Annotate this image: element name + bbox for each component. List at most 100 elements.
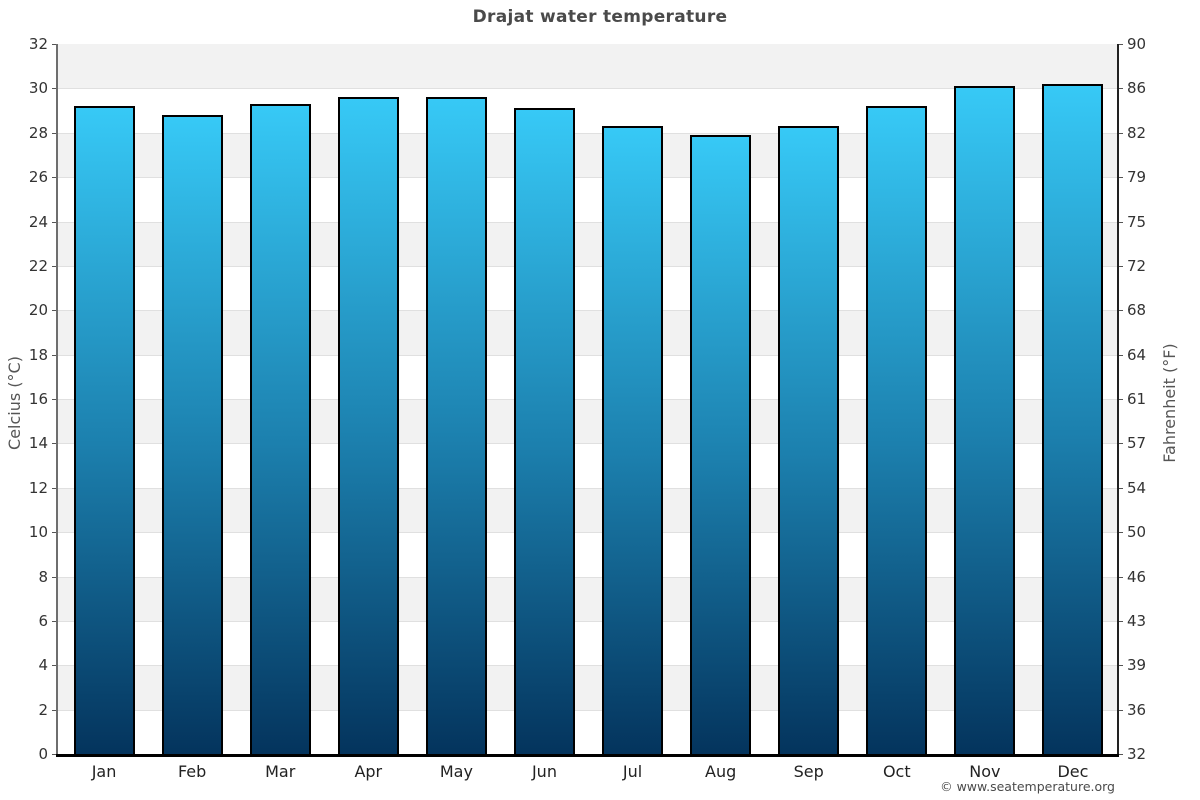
fahrenheit-tick-label: 61 [1127, 390, 1147, 408]
fahrenheit-tick-label: 79 [1127, 168, 1147, 187]
fahrenheit-tick-mark [1119, 620, 1123, 622]
plot-band [58, 443, 1117, 488]
fahrenheit-tick-mark [1119, 665, 1123, 667]
plot-band [58, 177, 1117, 222]
bar [513, 108, 575, 754]
plot-band [58, 221, 1117, 266]
plot-band [58, 88, 1117, 133]
celsius-tick-label: 28 [28, 123, 48, 142]
celsius-tick-label: 6 [38, 611, 48, 630]
celsius-tick-label: 26 [28, 168, 48, 187]
fahrenheit-tick-mark [1119, 754, 1123, 755]
x-tick-label-nov: Nov [969, 762, 1001, 781]
x-tick-label-mar: Mar [265, 762, 296, 781]
celsius-tick-label: 14 [28, 434, 48, 453]
plot-band [58, 620, 1117, 666]
plot-band [58, 354, 1117, 399]
plot-band [58, 399, 1117, 444]
celsius-tick-label: 24 [28, 212, 48, 231]
gridline [58, 265, 1117, 267]
celsius-tick-label: 4 [38, 656, 48, 675]
fahrenheit-tick-mark [1119, 44, 1123, 45]
gridline [58, 532, 1117, 534]
x-tick-label-dec: Dec [1057, 762, 1089, 781]
gridline [58, 620, 1117, 622]
celsius-tick-label: 18 [28, 345, 48, 364]
x-tick-label-feb: Feb [177, 762, 207, 781]
fahrenheit-tick-label: 90 [1127, 35, 1147, 53]
bar [337, 97, 399, 754]
x-axis-line [56, 754, 1119, 757]
celsius-tick-mark [52, 88, 56, 90]
celsius-tick-mark [52, 265, 56, 267]
plot-band [58, 487, 1117, 533]
fahrenheit-tick-mark [1119, 399, 1123, 400]
celsius-tick-label: 0 [38, 745, 48, 763]
fahrenheit-tick-mark [1119, 88, 1123, 90]
bar [866, 106, 928, 754]
x-tick-label-apr: Apr [354, 762, 383, 781]
gridline [58, 576, 1117, 578]
x-tick-label-oct: Oct [882, 762, 911, 781]
celsius-tick-label: 2 [38, 700, 48, 719]
celsius-tick-mark [52, 354, 56, 356]
fahrenheit-tick-label: 43 [1127, 611, 1147, 630]
bar [249, 103, 311, 754]
bar [161, 115, 223, 754]
gridline [58, 132, 1117, 134]
gridline [58, 443, 1117, 445]
plot-band [58, 132, 1117, 178]
celsius-tick-label: 16 [28, 390, 48, 408]
fahrenheit-tick-mark [1119, 532, 1123, 534]
fahrenheit-tick-mark [1119, 310, 1123, 312]
celsius-tick-label: 20 [28, 301, 48, 320]
fahrenheit-tick-label: 64 [1127, 345, 1147, 364]
celsius-tick-mark [52, 532, 56, 534]
celsius-tick-mark [52, 620, 56, 622]
gridline [58, 354, 1117, 356]
x-tick-label-jul: Jul [622, 762, 643, 781]
x-tick-label-sep: Sep [793, 762, 824, 781]
bar [425, 97, 487, 754]
bar [1042, 83, 1104, 754]
plot-band [58, 44, 1117, 89]
fahrenheit-tick-label: 57 [1127, 434, 1147, 453]
gridline [58, 665, 1117, 667]
gridline [58, 310, 1117, 312]
celsius-tick-mark [52, 443, 56, 445]
fahrenheit-tick-label: 75 [1127, 212, 1147, 231]
celsius-tick-label: 8 [38, 567, 48, 586]
fahrenheit-tick-label: 36 [1127, 700, 1147, 719]
celsius-tick-label: 10 [28, 523, 48, 542]
plot-band [58, 532, 1117, 577]
gridline [58, 399, 1117, 400]
gridline [58, 177, 1117, 179]
celsius-tick-label: 30 [28, 79, 48, 98]
fahrenheit-tick-label: 54 [1127, 478, 1147, 497]
celsius-tick-label: 22 [28, 256, 48, 275]
fahrenheit-tick-mark [1119, 443, 1123, 445]
celsius-tick-mark [52, 221, 56, 223]
x-tick-label-aug: Aug [705, 762, 737, 781]
fahrenheit-tick-mark [1119, 177, 1123, 179]
bar [778, 126, 840, 754]
fahrenheit-tick-label: 50 [1127, 523, 1147, 542]
plot-band [58, 310, 1117, 355]
bar [690, 134, 752, 754]
copyright-text: © www.seatemperature.org [940, 779, 1115, 794]
x-tick-label-jan: Jan [91, 762, 117, 781]
bar [73, 106, 135, 754]
bar [602, 126, 664, 754]
y-axis-line-left [56, 44, 58, 754]
celsius-tick-mark [52, 576, 56, 578]
fahrenheit-tick-label: 68 [1127, 301, 1147, 320]
celsius-tick-mark [52, 665, 56, 667]
fahrenheit-tick-label: 86 [1127, 79, 1147, 98]
fahrenheit-tick-mark [1119, 132, 1123, 134]
bar [954, 86, 1016, 754]
fahrenheit-tick-mark [1119, 709, 1123, 711]
fahrenheit-tick-label: 39 [1127, 656, 1147, 675]
plot-band [58, 576, 1117, 621]
celsius-tick-mark [52, 44, 56, 45]
chart-title: Drajat water temperature [472, 7, 728, 27]
